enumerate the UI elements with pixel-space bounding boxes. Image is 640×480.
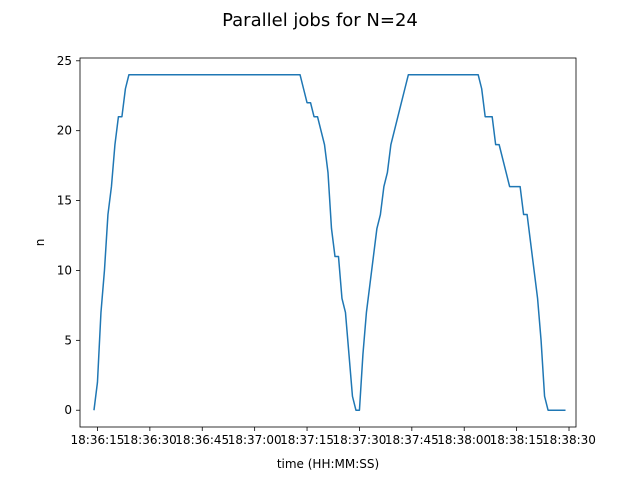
x-tick-label: 18:38:00 [437, 433, 491, 447]
plot-area [80, 58, 576, 427]
x-tick-label: 18:36:15 [71, 433, 125, 447]
y-tick-label: 0 [64, 403, 72, 417]
chart-title: Parallel jobs for N=24 [222, 10, 418, 31]
x-tick-label: 18:36:30 [123, 433, 177, 447]
x-axis-label: time (HH:MM:SS) [277, 457, 379, 471]
y-axis: 0 5 10 15 20 25 [57, 54, 80, 417]
x-tick-label: 18:37:00 [228, 433, 282, 447]
x-tick-label: 18:37:45 [385, 433, 439, 447]
x-tick-label: 18:38:30 [542, 433, 596, 447]
y-tick-label: 10 [57, 263, 72, 277]
y-tick-label: 25 [57, 54, 72, 68]
y-axis-label: n [33, 239, 47, 247]
y-tick-label: 5 [64, 333, 72, 347]
x-tick-label: 18:36:45 [175, 433, 229, 447]
x-tick-label: 18:38:15 [490, 433, 544, 447]
x-tick-label: 18:37:30 [332, 433, 386, 447]
x-tick-label: 18:37:15 [280, 433, 334, 447]
y-tick-label: 20 [57, 124, 72, 138]
x-axis: 18:36:1518:36:3018:36:4518:37:0018:37:15… [71, 427, 596, 447]
series-line [93, 74, 566, 411]
plot-frame [79, 57, 577, 428]
y-tick-label: 15 [57, 194, 72, 208]
